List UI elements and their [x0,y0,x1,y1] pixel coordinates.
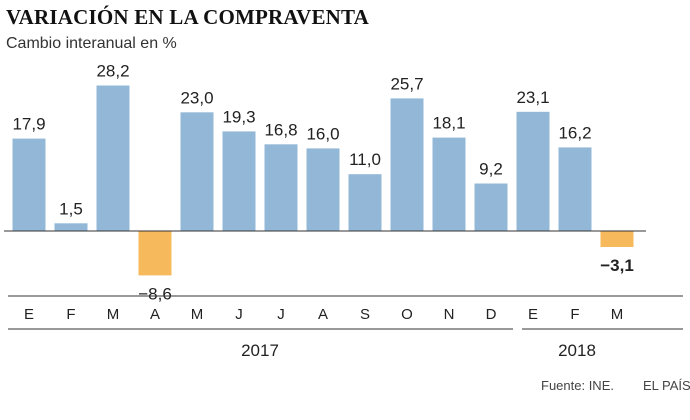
bar [96,85,130,231]
data-label: 9,2 [479,160,503,179]
bar [348,174,382,231]
x-tick-label: S [360,306,370,323]
data-label: 28,2 [96,62,129,81]
x-tick-label: J [235,306,243,323]
bar [390,98,424,232]
x-tick-label: D [486,306,497,323]
x-tick-label: N [444,306,455,323]
bar [600,231,634,247]
data-label: 25,7 [390,74,423,93]
x-tick-label: M [191,306,204,323]
x-tick-label: F [570,306,579,323]
data-label: 23,1 [516,88,549,107]
data-label: 16,2 [558,123,591,142]
bar [54,223,88,231]
source-note: Fuente: INE. [541,378,614,393]
data-label: −3,1 [600,256,634,275]
x-tick-label: M [611,306,624,323]
x-tick-label: E [528,306,538,323]
data-label: −8,6 [138,284,172,303]
x-tick-label: A [150,306,160,323]
x-tick-label: E [24,306,34,323]
x-tick-label: M [107,306,120,323]
bar [180,112,214,231]
bar [474,183,508,231]
data-label: 16,8 [264,120,297,139]
bar [306,148,340,231]
bar [138,231,172,276]
chart-title: VARIACIÓN EN LA COMPRAVENTA [6,5,370,29]
bar [222,131,256,231]
bar [12,138,46,231]
bar [558,147,592,231]
data-label: 23,0 [180,88,213,107]
data-label: 1,5 [59,199,83,218]
bar [516,111,550,231]
x-tick-label: A [318,306,328,323]
data-label: 18,1 [432,114,465,133]
year-label: 2017 [241,341,279,360]
brand-logo: EL PAÍS [643,378,690,393]
bar [432,137,466,231]
x-tick-label: O [401,306,413,323]
x-tick-label: J [277,306,285,323]
x-tick-label: F [66,306,75,323]
chart-subtitle: Cambio interanual en % [6,35,177,52]
data-label: 19,3 [222,107,255,126]
data-label: 17,9 [12,115,45,134]
data-label: 16,0 [306,124,339,143]
data-label: 11,0 [349,150,381,169]
bar [264,144,298,231]
year-label: 2018 [558,341,596,360]
